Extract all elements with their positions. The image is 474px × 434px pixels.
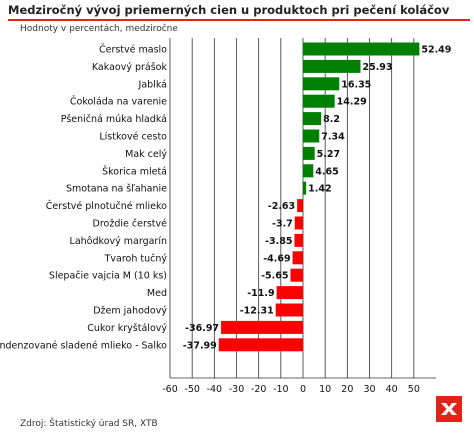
- bar: [218, 338, 303, 352]
- data-label: -3.85: [265, 236, 292, 247]
- x-tick-label: -30: [229, 384, 245, 395]
- bar-chart: -60 -50 -40 -30 -20 -10 0 10 20 30 40 50 Čerstvé mas…: [0, 38, 451, 395]
- xtb-logo-icon: [436, 396, 462, 422]
- category-label: Pšeničná múka hladká: [61, 114, 167, 125]
- category-label: Mak celý: [125, 149, 167, 160]
- bar: [303, 94, 335, 108]
- x-tick-label: -20: [251, 384, 267, 395]
- bar: [294, 216, 303, 230]
- bar: [303, 77, 340, 91]
- category-label: Čokoláda na varenie: [70, 96, 167, 108]
- x-tick-label: -60: [162, 384, 178, 395]
- category-label: Kakaový prášok: [92, 62, 168, 73]
- data-label: 52.49: [421, 45, 451, 56]
- x-tick-label: -10: [273, 384, 289, 395]
- bar: [303, 146, 315, 160]
- data-label: 7.34: [321, 132, 345, 143]
- data-label: 1.42: [308, 184, 331, 195]
- category-label: Čerstvé plnotučné mlieko: [46, 200, 167, 212]
- bar: [294, 233, 303, 247]
- x-tick-label: -40: [207, 384, 223, 395]
- bar: [290, 268, 303, 282]
- category-label: Lahôdkový margarín: [70, 236, 167, 247]
- x-tick-label: -50: [184, 384, 200, 395]
- data-label: 16.35: [341, 79, 371, 90]
- data-label: 25.93: [362, 62, 392, 73]
- data-label: -2.63: [268, 201, 295, 212]
- x-tick-label: 20: [341, 384, 353, 395]
- category-label: Cukor kryštálový: [87, 323, 167, 334]
- bar: [303, 59, 361, 73]
- data-label: -4.69: [263, 253, 290, 264]
- bar: [303, 129, 320, 143]
- bar: [303, 164, 314, 178]
- data-label: 5.27: [317, 149, 340, 160]
- data-label: -11.9: [247, 288, 274, 299]
- bar: [303, 112, 322, 126]
- x-tick-label: 0: [300, 384, 306, 395]
- category-label: Droždie čerstvé: [93, 219, 168, 230]
- bar: [292, 251, 303, 265]
- data-label: 14.29: [337, 97, 367, 108]
- data-label: -3.7: [272, 219, 293, 230]
- data-label: 4.65: [315, 166, 338, 177]
- category-label: Jablká: [138, 79, 167, 90]
- bar: [275, 303, 303, 317]
- x-tick-label: 30: [363, 384, 375, 395]
- category-label: Čerstvé maslo: [99, 44, 167, 56]
- category-label: Smotana na šľahanie: [66, 184, 167, 195]
- category-label: Kondenzované sladené mlieko - Salko: [0, 340, 167, 351]
- category-label: Med: [147, 288, 167, 299]
- chart-title: Medziročný vývoj priemerných cien u prod…: [8, 3, 450, 17]
- bar: [297, 199, 303, 213]
- category-label: Lístkové cesto: [99, 132, 167, 143]
- category-label: Slepačie vajcia M (10 ks): [49, 271, 167, 282]
- bar: [221, 320, 303, 334]
- bar: [303, 181, 307, 195]
- data-label: -5.65: [261, 271, 288, 282]
- category-label: Škorica mletá: [102, 165, 167, 177]
- chart-subtitle: Hodnoty v percentách, medziročne: [20, 24, 178, 34]
- bar: [276, 286, 303, 300]
- data-label: -12.31: [240, 306, 274, 317]
- category-label: Džem jahodový: [93, 306, 167, 317]
- title-divider: [8, 19, 470, 21]
- category-label: Tvaroh tučný: [104, 253, 168, 264]
- data-label: -36.97: [185, 323, 219, 334]
- x-tick-label: 50: [408, 384, 420, 395]
- source-note: Zdroj: Štatistický úrad SR, XTB: [20, 419, 158, 429]
- data-label: -37.99: [183, 340, 217, 351]
- x-tick-label: 40: [386, 384, 398, 395]
- x-tick-label: 10: [319, 384, 331, 395]
- data-label: 8.2: [323, 114, 340, 125]
- bar: [303, 42, 420, 56]
